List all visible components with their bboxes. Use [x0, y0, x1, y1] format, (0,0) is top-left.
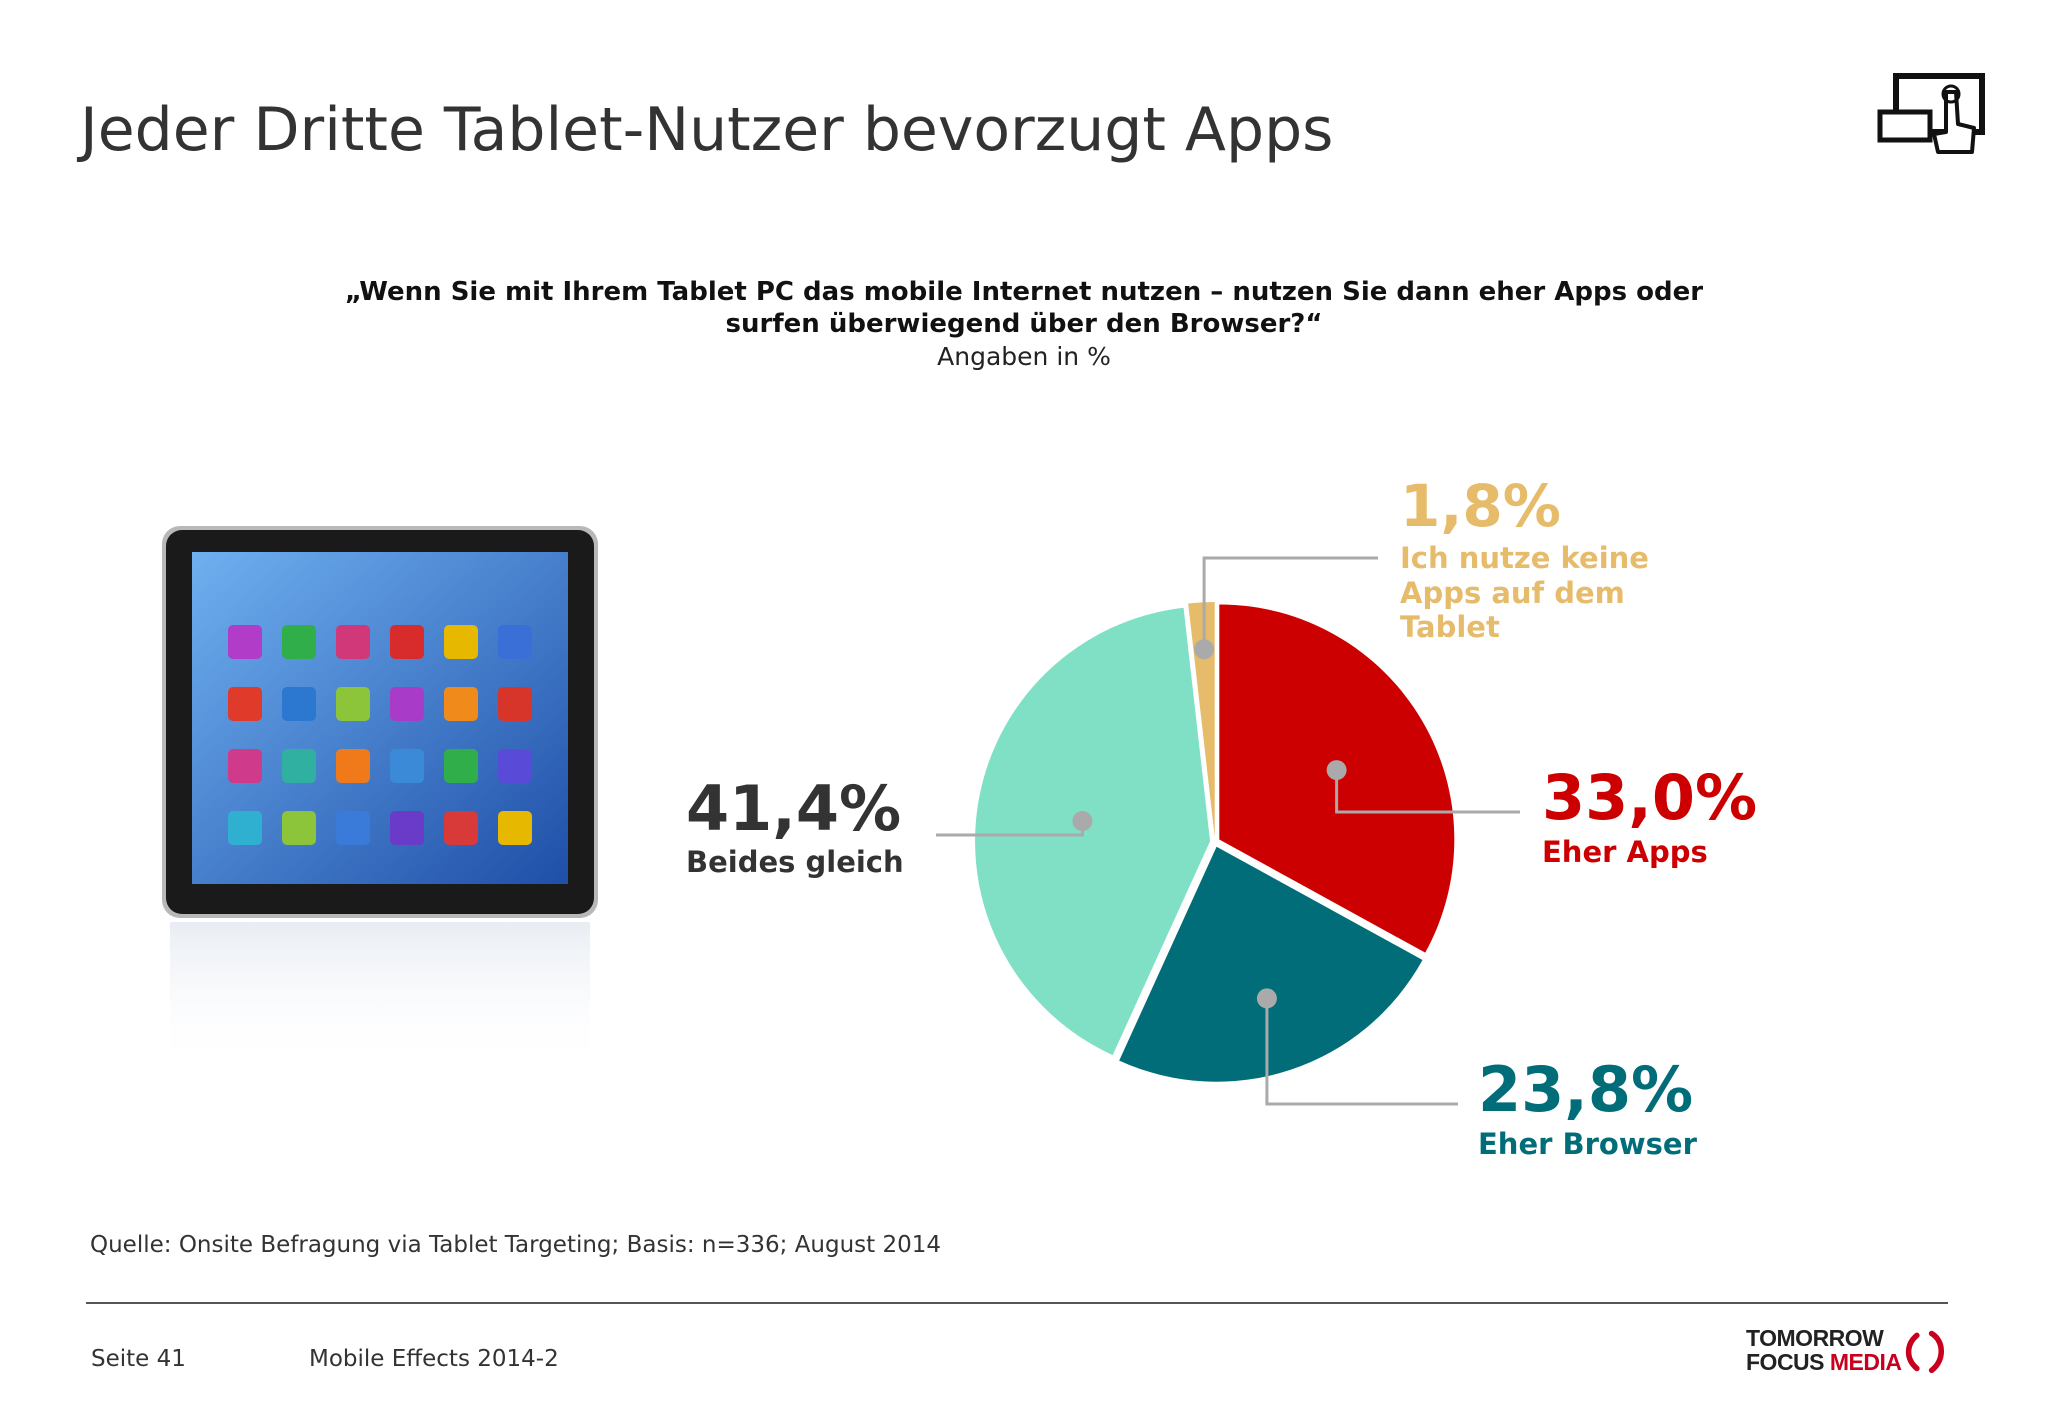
- app-icon: [336, 811, 370, 845]
- leader-line-4: [1202, 556, 1378, 650]
- pie-slice-4: [1188, 602, 1215, 838]
- leader-dot-2: [1256, 988, 1277, 1009]
- category-label-beides-gleich: Beides gleich: [686, 845, 904, 879]
- source-note: Quelle: Onsite Befragung via Tablet Targ…: [90, 1232, 942, 1258]
- category-label-keine-apps: Ich nutze keine Apps auf dem Tablet: [1400, 541, 1659, 644]
- leader-dot-3: [1072, 810, 1093, 831]
- leader-dot-1: [1326, 760, 1347, 781]
- app-icon: [390, 749, 424, 783]
- app-icon: [444, 811, 478, 845]
- question-line-2: surfen überwiegend über den Browser?“: [725, 309, 1323, 339]
- leader-dot-4: [1194, 639, 1215, 660]
- value-label-keine-apps: 1,8%: [1400, 472, 1561, 540]
- app-icon: [282, 625, 316, 659]
- pie-slice-3: [975, 607, 1211, 1056]
- logo-line-2: FOCUS MEDIA: [1746, 1350, 1902, 1374]
- question-line-1: „Wenn Sie mit Ihrem Tablet PC das mobile…: [344, 277, 1704, 307]
- app-icon: [390, 687, 424, 721]
- keine-apps-line-1: Ich nutze keine: [1400, 541, 1649, 575]
- leader-line-2: [1265, 998, 1458, 1106]
- app-icon: [282, 811, 316, 845]
- logo-word-media: MEDIA: [1829, 1349, 1902, 1375]
- app-icon: [498, 625, 532, 659]
- leader-line-1: [1335, 770, 1520, 814]
- app-icon: [228, 687, 262, 721]
- report-name: Mobile Effects 2014-2: [309, 1346, 559, 1372]
- keine-apps-line-3: Tablet: [1400, 610, 1500, 644]
- page-title: Jeder Dritte Tablet-Nutzer bevorzugt App…: [80, 95, 1334, 165]
- app-icon-grid: [228, 625, 532, 845]
- app-icon: [444, 625, 478, 659]
- tablet-touch-icon: [1877, 73, 1985, 154]
- app-icon: [228, 749, 262, 783]
- footer-divider: [86, 1302, 1948, 1304]
- app-icon: [390, 625, 424, 659]
- category-label-eher-browser: Eher Browser: [1478, 1127, 1698, 1161]
- category-label-eher-apps: Eher Apps: [1542, 835, 1708, 869]
- app-icon: [228, 811, 262, 845]
- logo-line-1: TOMORROW: [1746, 1325, 1884, 1351]
- app-icon: [498, 687, 532, 721]
- app-icon: [282, 749, 316, 783]
- value-label-eher-browser: 23,8%: [1478, 1053, 1693, 1126]
- app-icon: [282, 687, 316, 721]
- app-icon: [444, 749, 478, 783]
- keine-apps-line-2: Apps auf dem: [1400, 576, 1625, 610]
- app-icon: [336, 625, 370, 659]
- logo-swirl-icon: [1905, 1330, 1945, 1374]
- app-icon: [390, 811, 424, 845]
- survey-question: „Wenn Sie mit Ihrem Tablet PC das mobile…: [224, 276, 1824, 374]
- app-icon: [336, 687, 370, 721]
- tablet-illustration: [162, 526, 598, 1072]
- brand-logo: TOMORROW FOCUS MEDIA: [1746, 1326, 1956, 1376]
- app-icon: [498, 811, 532, 845]
- app-icon: [336, 749, 370, 783]
- page-number: Seite 41: [91, 1346, 186, 1372]
- pie-slice-2: [1119, 846, 1423, 1082]
- app-icon: [444, 687, 478, 721]
- app-icon: [228, 625, 262, 659]
- value-label-beides-gleich: 41,4%: [686, 772, 901, 845]
- value-label-eher-apps: 33,0%: [1542, 761, 1757, 834]
- logo-word-focus: FOCUS: [1746, 1349, 1825, 1375]
- unit-note: Angaben in %: [937, 342, 1111, 371]
- app-icon: [498, 749, 532, 783]
